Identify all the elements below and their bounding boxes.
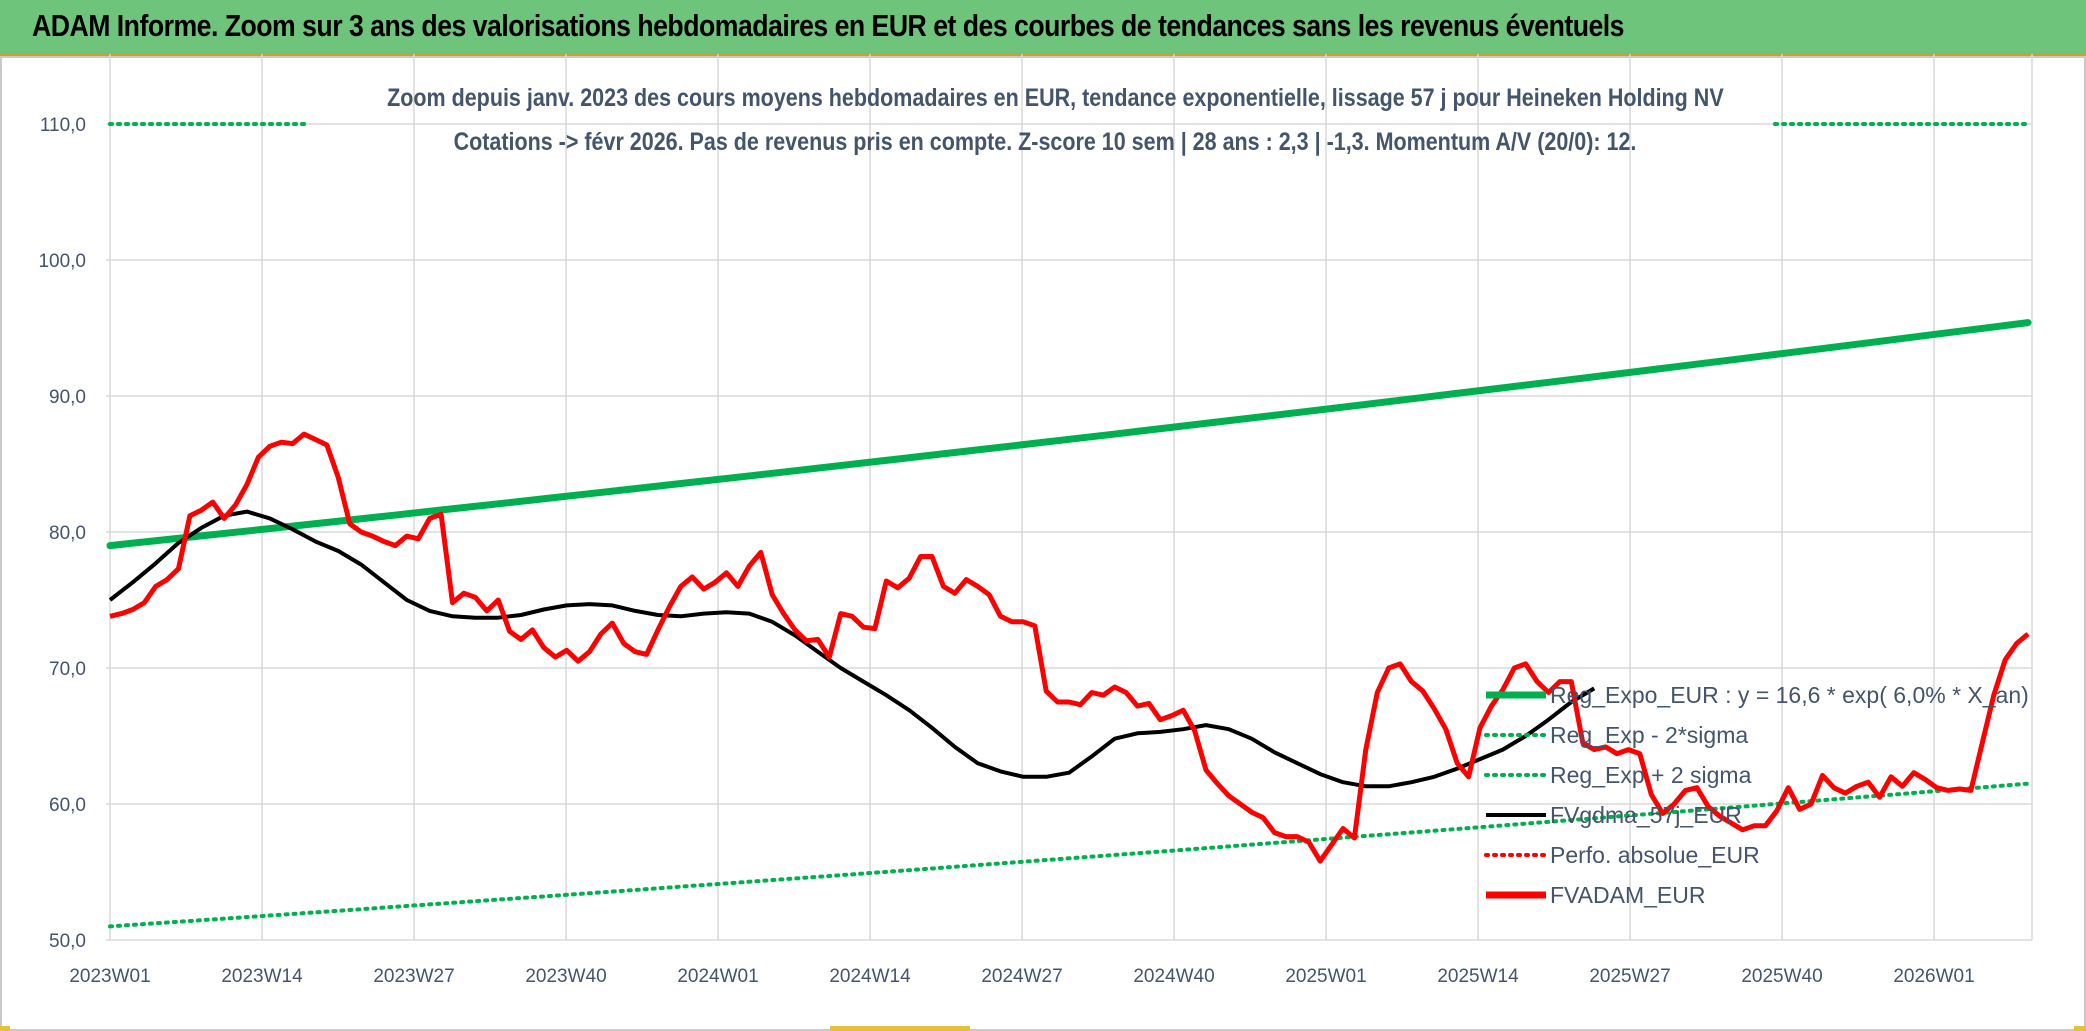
chart-frame <box>0 56 2086 1031</box>
x-axis-ticks: 2023W01 2023W14 2023W27 2023W40 2024W01 2024W… <box>69 966 1974 987</box>
grid-layer <box>106 54 2033 941</box>
series-reg-expo-line <box>106 319 2032 550</box>
legend-label: Reg_Expo_EUR : y = 16,6 * exp( 6,0% * X_… <box>1550 682 2029 708</box>
legend: Reg_Expo_EUR : y = 16,6 * exp( 6,0% * X_… <box>1484 682 2029 908</box>
frame-corner-mark-right <box>2074 1026 2086 1031</box>
x-tick-label: 2024W14 <box>829 966 911 987</box>
y-tick-label: 60,0 <box>49 795 86 816</box>
x-tick-label: 2025W27 <box>1589 966 1670 987</box>
x-tick-label: 2024W27 <box>981 966 1062 987</box>
series-fvgdma-line <box>108 509 1596 789</box>
legend-item: Reg_Exp + 2 sigma <box>1484 762 1752 788</box>
legend-item: Reg_Expo_EUR : y = 16,6 * exp( 6,0% * X_… <box>1486 682 2029 708</box>
x-tick-label: 2024W01 <box>677 966 758 987</box>
y-tick-label: 50,0 <box>49 931 86 952</box>
chart-title: Zoom depuis janv. 2023 des cours moyens … <box>387 84 1724 112</box>
header-bar: ADAM Informe. Zoom sur 3 ans des valoris… <box>0 0 2086 56</box>
x-tick-label: 2023W40 <box>525 966 606 987</box>
legend-label: FVADAM_EUR <box>1550 882 1706 908</box>
x-tick-label: 2025W40 <box>1741 966 1822 987</box>
legend-item: FVgdma_57j_EUR <box>1486 802 1742 828</box>
y-tick-label: 80,0 <box>49 523 86 544</box>
x-tick-label: 2023W27 <box>373 966 454 987</box>
x-tick-label: 2026W01 <box>1893 966 1974 987</box>
x-tick-label: 2023W01 <box>69 966 150 987</box>
x-tick-label: 2023W14 <box>221 966 303 987</box>
y-axis-ticks: 50,0 60,0 70,0 80,0 90,0 100,0 110,0 <box>38 115 86 952</box>
series-fvadam-line <box>109 431 2030 864</box>
legend-label: FVgdma_57j_EUR <box>1550 802 1742 828</box>
x-tick-label: 2025W01 <box>1285 966 1366 987</box>
legend-label: Reg_Exp + 2 sigma <box>1550 762 1752 788</box>
legend-label: Reg_Exp - 2*sigma <box>1550 722 1748 748</box>
frame-bottom-mark <box>830 1026 970 1031</box>
legend-item: Perfo. absolue_EUR <box>1484 842 1760 868</box>
series-layer <box>106 122 2032 929</box>
x-tick-label: 2024W40 <box>1133 966 1214 987</box>
x-tick-label: 2025W14 <box>1437 966 1519 987</box>
frame-corner-mark-left <box>0 1026 10 1031</box>
legend-item: Reg_Exp - 2*sigma <box>1484 722 1748 748</box>
chart-subtitle: Cotations -> févr 2026. Pas de revenus p… <box>453 128 1637 156</box>
y-tick-label: 70,0 <box>49 659 86 680</box>
legend-label: Perfo. absolue_EUR <box>1550 842 1760 868</box>
y-tick-label: 110,0 <box>40 115 86 136</box>
y-tick-label: 90,0 <box>49 387 86 408</box>
y-tick-label: 100,0 <box>38 251 86 272</box>
legend-item: FVADAM_EUR <box>1486 882 1706 908</box>
page-title: ADAM Informe. Zoom sur 3 ans des valoris… <box>32 8 1625 43</box>
